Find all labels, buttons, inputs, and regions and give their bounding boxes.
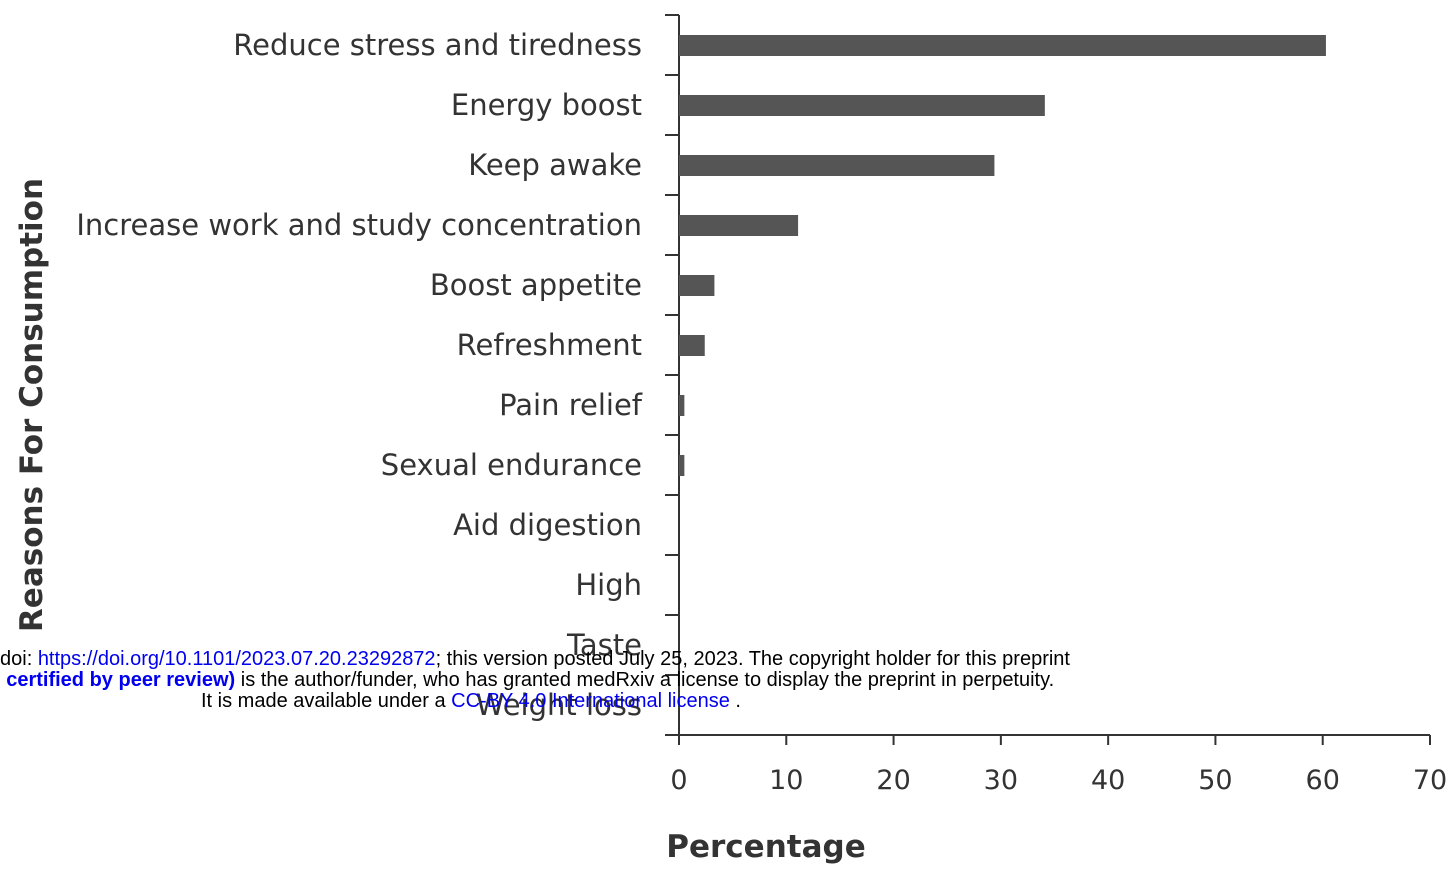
text: It is made available under a bbox=[201, 690, 451, 712]
y-tick-label: Taste bbox=[566, 628, 642, 662]
y-tick-label: Keep awake bbox=[468, 148, 642, 182]
bar bbox=[679, 275, 715, 296]
watermark-line: : certified by peer review) is the autho… bbox=[0, 669, 1054, 691]
text: : certified by peer review) bbox=[0, 669, 235, 691]
bar bbox=[679, 155, 995, 176]
bar bbox=[679, 35, 1326, 56]
y-tick-label: Refreshment bbox=[457, 328, 642, 362]
x-tick-label: 70 bbox=[1413, 765, 1447, 796]
bar bbox=[679, 455, 685, 476]
bar bbox=[679, 215, 799, 236]
bar bbox=[679, 395, 685, 416]
bar bbox=[679, 335, 705, 356]
bar bbox=[679, 95, 1045, 116]
text: . bbox=[730, 690, 741, 712]
x-axis-label: Percentage bbox=[666, 829, 865, 865]
y-tick-label: Boost appetite bbox=[430, 268, 642, 302]
y-axis-label: Reasons For Consumption bbox=[14, 178, 50, 632]
y-tick-label: Pain relief bbox=[499, 388, 643, 422]
y-tick-label: Weight loss bbox=[476, 688, 642, 722]
x-tick-label: 10 bbox=[769, 765, 803, 796]
doi-link[interactable]: https://doi.org/10.1101/2023.07.20.23292… bbox=[38, 648, 436, 670]
x-tick-label: 0 bbox=[670, 765, 687, 796]
x-tick-label: 40 bbox=[1091, 765, 1125, 796]
license-link[interactable]: CC-BY 4.0 International license bbox=[451, 690, 730, 712]
plot: 0 10 20 30 40 50 60 70 Reduce stress and tiredne… bbox=[76, 14, 1447, 796]
y-tick-label: Sexual endurance bbox=[381, 448, 642, 482]
text: doi: bbox=[0, 648, 38, 670]
y-tick-label: High bbox=[575, 568, 642, 602]
watermark: doi: https://doi.org/10.1101/2023.07.20.… bbox=[0, 648, 1070, 712]
y-tick-label: Energy boost bbox=[451, 88, 642, 122]
x-tick-label: 60 bbox=[1306, 765, 1340, 796]
y-tick-label: Aid digestion bbox=[453, 508, 642, 542]
text: ; this version posted July 25, 2023. The… bbox=[436, 648, 1071, 670]
text: is the author/funder, who has granted me… bbox=[235, 669, 1054, 691]
x-tick-label: 30 bbox=[984, 765, 1018, 796]
watermark-line: It is made available under a CC-BY 4.0 I… bbox=[201, 690, 741, 712]
x-tick-label: 50 bbox=[1198, 765, 1232, 796]
y-tick-label: Increase work and study concentration bbox=[76, 208, 642, 242]
watermark-line: doi: https://doi.org/10.1101/2023.07.20.… bbox=[0, 648, 1070, 670]
y-tick-label: Reduce stress and tiredness bbox=[233, 28, 642, 62]
x-tick-label: 20 bbox=[876, 765, 910, 796]
